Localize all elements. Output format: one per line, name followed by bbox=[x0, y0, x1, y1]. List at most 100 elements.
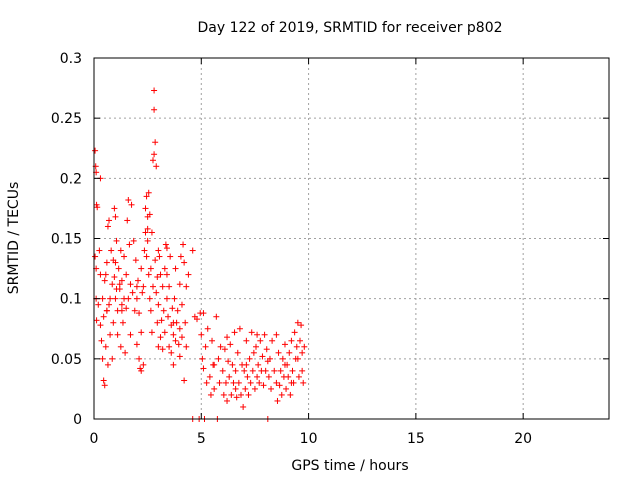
data-point bbox=[204, 325, 211, 332]
data-point bbox=[103, 307, 110, 314]
data-point bbox=[183, 283, 190, 290]
data-point bbox=[95, 301, 102, 308]
data-point bbox=[182, 319, 189, 326]
data-point bbox=[166, 343, 173, 350]
data-point bbox=[224, 397, 231, 404]
data-point bbox=[113, 237, 120, 244]
data-point bbox=[281, 341, 288, 348]
data-point bbox=[301, 343, 308, 350]
y-axis-label: SRMTID / TECUs bbox=[6, 182, 22, 295]
data-point bbox=[202, 343, 209, 350]
data-point bbox=[143, 193, 150, 200]
data-point bbox=[207, 391, 214, 398]
data-point bbox=[109, 281, 116, 288]
data-point bbox=[235, 379, 242, 386]
data-point bbox=[275, 349, 282, 356]
data-point bbox=[211, 385, 218, 392]
data-point bbox=[146, 211, 153, 218]
y-tick-label: 0 bbox=[73, 412, 82, 428]
data-point bbox=[293, 343, 300, 350]
data-point bbox=[151, 87, 158, 94]
data-point bbox=[121, 253, 128, 260]
data-point bbox=[170, 331, 177, 338]
data-point bbox=[159, 283, 166, 290]
data-point bbox=[126, 241, 133, 248]
data-point bbox=[155, 301, 162, 308]
data-point bbox=[172, 337, 179, 344]
data-point bbox=[281, 361, 288, 368]
data-point bbox=[148, 229, 155, 236]
data-point bbox=[230, 379, 237, 386]
data-point bbox=[136, 355, 143, 362]
data-point bbox=[219, 367, 226, 374]
data-point bbox=[291, 329, 298, 336]
data-point bbox=[200, 365, 207, 372]
data-point bbox=[111, 274, 118, 281]
data-point bbox=[166, 283, 173, 290]
data-point bbox=[114, 331, 121, 338]
data-point bbox=[228, 391, 235, 398]
data-point bbox=[158, 317, 165, 324]
data-point bbox=[215, 355, 222, 362]
data-point bbox=[279, 355, 286, 362]
data-point bbox=[97, 271, 104, 278]
data-point bbox=[102, 271, 109, 278]
data-point bbox=[276, 382, 283, 389]
data-point bbox=[250, 349, 257, 356]
data-point bbox=[144, 237, 151, 244]
data-point bbox=[138, 265, 145, 272]
data-point bbox=[180, 241, 187, 248]
data-point bbox=[133, 341, 140, 348]
data-point bbox=[251, 385, 258, 392]
data-point bbox=[245, 391, 252, 398]
data-point bbox=[107, 331, 114, 338]
data-point bbox=[136, 310, 143, 317]
data-point bbox=[203, 379, 210, 386]
data-point bbox=[145, 271, 152, 278]
data-point bbox=[299, 367, 306, 374]
data-point bbox=[221, 346, 228, 353]
data-point bbox=[176, 353, 183, 360]
data-point bbox=[157, 271, 164, 278]
data-point bbox=[177, 253, 184, 260]
data-point bbox=[288, 337, 295, 344]
data-point bbox=[285, 373, 292, 380]
data-point bbox=[274, 397, 281, 404]
chart-title: Day 122 of 2019, SRMTID for receiver p80… bbox=[197, 20, 502, 36]
data-point bbox=[98, 337, 105, 344]
data-point bbox=[123, 271, 130, 278]
data-point bbox=[150, 283, 157, 290]
data-point bbox=[117, 247, 124, 254]
data-point bbox=[127, 281, 134, 288]
data-point bbox=[299, 349, 306, 356]
y-tick-label: 0.25 bbox=[51, 111, 82, 127]
data-point bbox=[99, 295, 106, 302]
data-point bbox=[131, 307, 138, 314]
data-point bbox=[288, 379, 295, 386]
data-point bbox=[125, 196, 132, 203]
data-point bbox=[199, 355, 206, 362]
data-point bbox=[115, 265, 122, 272]
data-point bbox=[286, 349, 293, 356]
data-point bbox=[139, 289, 146, 296]
data-point bbox=[157, 334, 164, 341]
data-point bbox=[255, 361, 262, 368]
data-point bbox=[159, 346, 166, 353]
data-point bbox=[287, 391, 294, 398]
data-point bbox=[163, 245, 170, 252]
data-point bbox=[224, 334, 231, 341]
data-point bbox=[273, 379, 280, 386]
data-point bbox=[163, 295, 170, 302]
data-point bbox=[236, 325, 243, 332]
data-point bbox=[112, 295, 119, 302]
data-point bbox=[99, 355, 106, 362]
data-point bbox=[100, 313, 107, 320]
data-point bbox=[194, 316, 200, 323]
data-point bbox=[240, 403, 247, 410]
data-point bbox=[111, 205, 118, 212]
data-point bbox=[261, 331, 268, 338]
data-point bbox=[198, 331, 205, 338]
data-point bbox=[144, 225, 151, 232]
data-point bbox=[151, 151, 158, 158]
data-point bbox=[175, 341, 182, 348]
